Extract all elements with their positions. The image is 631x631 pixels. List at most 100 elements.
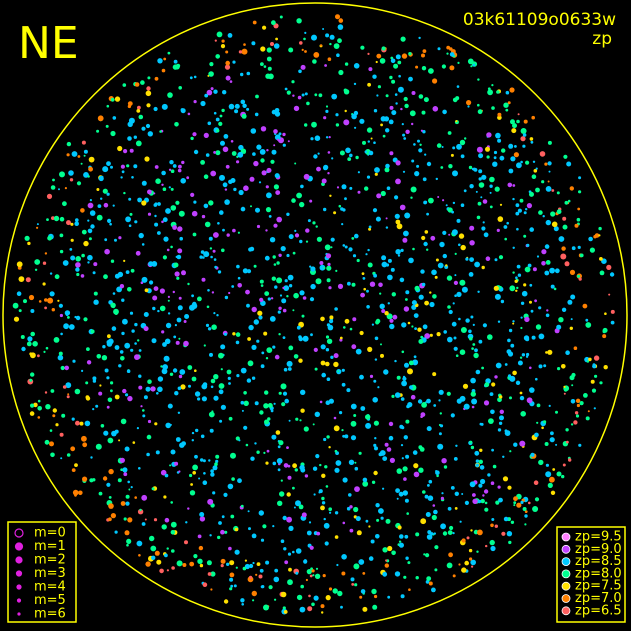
star [471,398,478,405]
star [344,318,350,324]
star [187,507,190,510]
star [449,525,454,531]
star [524,523,527,526]
star [351,237,355,240]
star [192,471,196,475]
star [309,199,313,203]
star [156,392,159,395]
star [114,429,119,434]
star [404,103,409,109]
star [411,91,416,95]
star [320,316,325,322]
star [62,201,67,207]
star [92,376,97,381]
star [222,146,229,153]
star [340,605,343,609]
star [323,517,326,521]
star [368,67,373,72]
star [249,176,255,182]
star [397,525,402,530]
star [456,218,461,223]
star [587,410,590,413]
star [415,532,420,537]
star [207,572,212,576]
star [435,177,438,181]
star [108,468,114,475]
star [235,566,238,569]
star [216,129,220,133]
star [541,426,544,430]
magnitude-symbol [14,528,24,538]
star [418,36,421,40]
star [445,204,448,207]
star [424,333,431,339]
star [218,352,224,359]
zp-label: zp=6.5 [575,603,622,618]
star [394,392,401,398]
star [367,248,370,252]
star [110,97,115,102]
star [246,269,252,274]
star [204,221,211,228]
star [354,486,360,492]
star [293,105,300,112]
star [400,36,406,42]
star [177,226,183,232]
star [593,407,596,410]
star [333,211,337,215]
star [127,480,130,484]
star [471,405,475,409]
star [325,253,332,259]
star [175,437,181,442]
star [287,367,292,371]
star [75,420,80,426]
star [348,459,355,465]
star [42,261,47,265]
star [494,293,501,300]
star [410,186,417,193]
legends: m=0m=1m=2m=3m=4m=5m=6zp=9.5zp=9.0zp=8.5z… [14,526,622,622]
star [421,66,427,71]
star [197,296,202,302]
star [200,160,206,165]
star [385,263,390,267]
star [333,425,340,432]
star [588,357,592,362]
star [271,276,276,281]
star [120,501,126,506]
star [442,230,447,235]
star [337,590,343,597]
star [392,314,398,320]
star [495,132,501,139]
star [466,100,472,106]
star [483,400,490,406]
star [334,307,338,311]
star [366,175,371,179]
star [23,299,27,304]
star [460,203,465,207]
star [232,60,236,64]
star [418,148,423,153]
star [271,434,277,440]
star [130,348,134,352]
star [470,391,476,397]
star [305,240,309,243]
star [341,382,346,387]
star [569,326,573,330]
star [179,236,183,241]
star [128,224,132,227]
star [538,210,543,215]
star [104,238,108,242]
star [424,494,429,499]
star [458,243,461,247]
star [575,414,580,418]
star [409,110,416,117]
star [482,323,487,328]
star [211,291,215,294]
star [391,550,396,556]
star [308,594,311,598]
star [563,392,566,395]
star [315,454,320,459]
star [319,463,322,467]
star [225,164,230,169]
